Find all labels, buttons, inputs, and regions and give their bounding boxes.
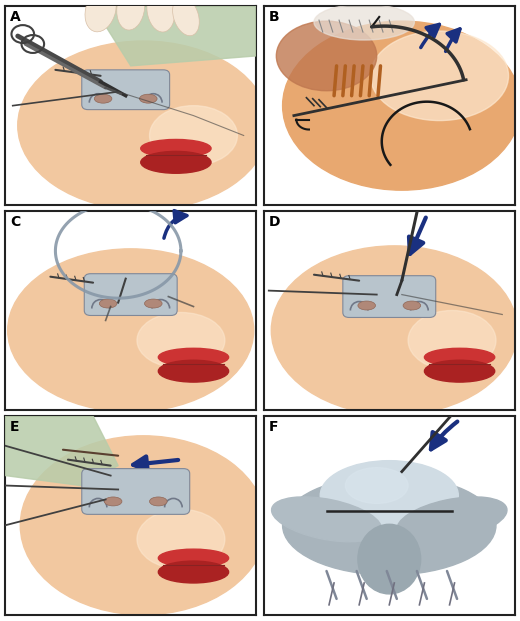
Ellipse shape xyxy=(345,468,408,504)
Ellipse shape xyxy=(145,299,162,308)
Ellipse shape xyxy=(150,497,167,506)
Text: A: A xyxy=(10,10,21,24)
Ellipse shape xyxy=(370,31,509,120)
Ellipse shape xyxy=(173,0,199,36)
FancyBboxPatch shape xyxy=(84,274,177,315)
Ellipse shape xyxy=(314,4,414,40)
Ellipse shape xyxy=(117,0,145,30)
Ellipse shape xyxy=(139,94,157,103)
FancyBboxPatch shape xyxy=(343,276,436,317)
Ellipse shape xyxy=(150,106,238,165)
Text: E: E xyxy=(10,420,20,434)
Text: F: F xyxy=(269,420,278,434)
Ellipse shape xyxy=(320,461,458,530)
Ellipse shape xyxy=(141,140,211,157)
Text: B: B xyxy=(269,10,279,24)
Ellipse shape xyxy=(8,249,254,412)
Ellipse shape xyxy=(18,41,269,210)
Ellipse shape xyxy=(147,0,175,32)
Ellipse shape xyxy=(271,246,517,415)
Ellipse shape xyxy=(137,312,225,368)
Ellipse shape xyxy=(403,301,421,310)
Ellipse shape xyxy=(158,348,229,366)
Polygon shape xyxy=(5,416,118,486)
Ellipse shape xyxy=(105,497,122,506)
Ellipse shape xyxy=(358,301,375,310)
Ellipse shape xyxy=(141,152,211,173)
Text: C: C xyxy=(10,215,20,229)
Ellipse shape xyxy=(94,94,112,103)
Ellipse shape xyxy=(408,310,496,370)
Ellipse shape xyxy=(276,21,376,91)
FancyBboxPatch shape xyxy=(82,70,170,110)
Ellipse shape xyxy=(424,348,495,366)
Ellipse shape xyxy=(158,360,229,382)
Polygon shape xyxy=(93,6,256,66)
Ellipse shape xyxy=(85,0,116,32)
Ellipse shape xyxy=(271,497,382,542)
Ellipse shape xyxy=(158,561,229,583)
Ellipse shape xyxy=(424,360,495,382)
FancyBboxPatch shape xyxy=(82,469,190,514)
Ellipse shape xyxy=(20,436,266,615)
Ellipse shape xyxy=(282,476,496,575)
Text: D: D xyxy=(269,215,280,229)
Ellipse shape xyxy=(282,21,520,190)
Ellipse shape xyxy=(358,524,421,594)
Ellipse shape xyxy=(137,509,225,569)
Ellipse shape xyxy=(397,497,507,542)
Ellipse shape xyxy=(99,299,117,308)
Ellipse shape xyxy=(158,549,229,567)
